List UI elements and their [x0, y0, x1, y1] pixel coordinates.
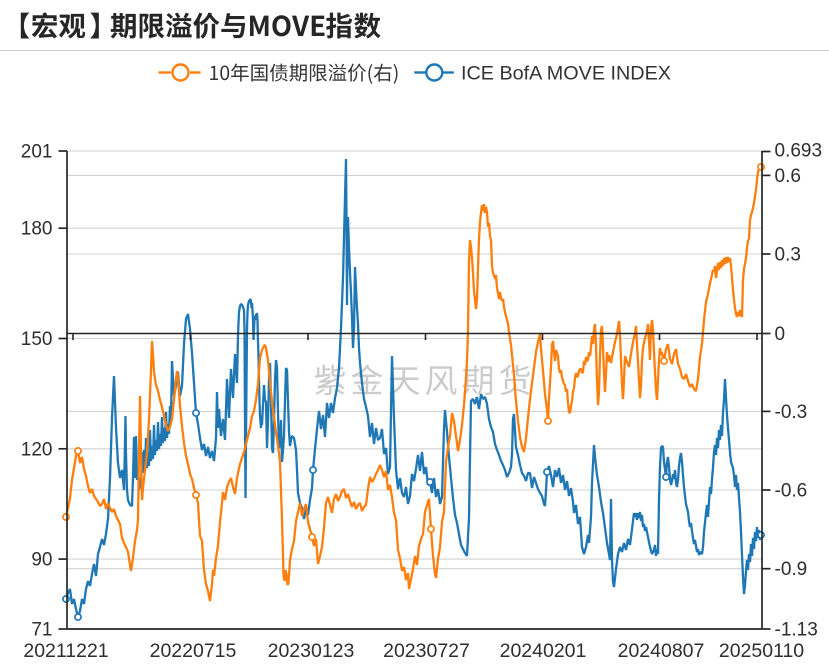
svg-text:20230727: 20230727 [383, 640, 470, 662]
svg-text:20250110: 20250110 [719, 640, 804, 662]
svg-text:20220715: 20220715 [150, 640, 237, 662]
svg-text:0: 0 [775, 324, 786, 345]
svg-text:120: 120 [21, 439, 53, 460]
svg-text:180: 180 [21, 219, 53, 240]
svg-text:ICE BofA MOVE INDEX: ICE BofA MOVE INDEX [461, 63, 671, 85]
svg-text:150: 150 [21, 329, 53, 350]
svg-text:20211221: 20211221 [23, 640, 108, 662]
svg-text:0.3: 0.3 [775, 245, 801, 266]
svg-text:-0.3: -0.3 [775, 402, 808, 423]
svg-text:201: 201 [21, 142, 53, 163]
svg-text:-0.9: -0.9 [775, 559, 808, 580]
svg-text:0.693: 0.693 [775, 141, 823, 162]
svg-text:-0.6: -0.6 [775, 481, 808, 502]
svg-text:20240807: 20240807 [618, 640, 705, 662]
svg-text:71: 71 [31, 620, 52, 641]
svg-text:20230123: 20230123 [268, 640, 355, 662]
svg-text:-1.13: -1.13 [775, 620, 818, 641]
svg-text:20240201: 20240201 [500, 640, 587, 662]
svg-text:90: 90 [31, 550, 52, 571]
svg-text:0.6: 0.6 [775, 166, 801, 187]
